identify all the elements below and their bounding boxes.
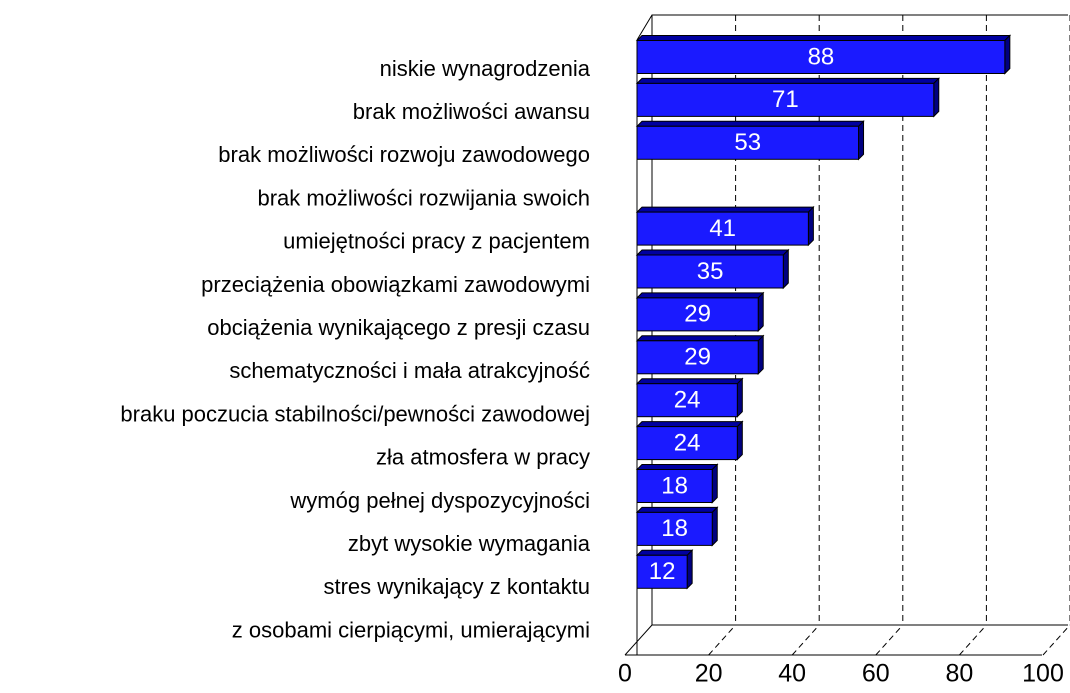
category-label: stres wynikający z kontaktu bbox=[323, 574, 590, 599]
bar bbox=[635, 34, 1012, 75]
bar-face bbox=[807, 205, 814, 247]
grid-line bbox=[1042, 624, 1070, 656]
value-label: 18 bbox=[661, 515, 688, 542]
category-label: zła atmosfera w pracy bbox=[376, 445, 590, 470]
bar-face bbox=[635, 249, 790, 256]
bar-face bbox=[711, 463, 718, 504]
bar bbox=[635, 549, 694, 590]
category-label: wymóg pełnej dyspozycyjności bbox=[289, 488, 590, 513]
category-label: brak możliwości rozwoju zawodowego bbox=[218, 142, 590, 167]
bar-face bbox=[635, 120, 865, 127]
bar-face bbox=[636, 125, 860, 160]
bar-face bbox=[858, 120, 865, 161]
bar bbox=[635, 205, 815, 247]
value-label: 53 bbox=[734, 129, 761, 156]
bar bbox=[635, 77, 940, 118]
bar-face bbox=[635, 464, 719, 470]
bar-face bbox=[635, 506, 719, 513]
bar-face bbox=[635, 549, 694, 556]
value-label: 24 bbox=[674, 387, 701, 414]
bar bbox=[635, 248, 790, 290]
category-label: z osobami cierpiącymi, umierającymi bbox=[232, 617, 590, 642]
bar-face bbox=[636, 554, 688, 589]
value-label: 71 bbox=[772, 86, 799, 113]
bar-face bbox=[1004, 34, 1011, 75]
bar-face bbox=[636, 426, 738, 461]
value-label: 24 bbox=[674, 429, 701, 456]
x-tick-label: 60 bbox=[862, 660, 890, 688]
bar-face bbox=[636, 254, 784, 289]
bar bbox=[635, 463, 719, 504]
category-label: brak możliwości rozwijania swoich bbox=[257, 185, 590, 210]
x-tick-label: 40 bbox=[778, 660, 806, 688]
bar-face bbox=[782, 248, 789, 290]
grid-line bbox=[875, 624, 904, 656]
value-label: 35 bbox=[697, 258, 724, 285]
category-label: przeciążenia obowiązkami zawodowymi bbox=[201, 272, 590, 297]
bar-face bbox=[636, 297, 759, 332]
category-label: braku poczucia stabilności/pewności zawo… bbox=[120, 401, 590, 426]
bar-face bbox=[711, 506, 718, 547]
bar-face bbox=[636, 82, 935, 117]
category-label: brak możliwości awansu bbox=[353, 99, 590, 124]
category-label: obciążenia wynikającego z presji czasu bbox=[207, 315, 590, 340]
bar bbox=[635, 120, 865, 161]
bar bbox=[635, 377, 744, 418]
value-label: 18 bbox=[661, 472, 688, 499]
floor-left bbox=[624, 624, 653, 656]
bar bbox=[635, 420, 744, 461]
value-label: 29 bbox=[684, 344, 711, 371]
value-label: 41 bbox=[709, 215, 736, 242]
x-tick-label: 100 bbox=[1022, 660, 1064, 688]
bar-face bbox=[736, 420, 743, 461]
bar-face bbox=[636, 340, 759, 375]
value-label: 12 bbox=[649, 558, 676, 585]
bar-face bbox=[636, 383, 738, 418]
bar bbox=[635, 334, 765, 376]
bar-face bbox=[636, 211, 809, 246]
category-label: schematyczności i mała atrakcyjność bbox=[229, 358, 590, 383]
bar-face bbox=[636, 469, 713, 503]
grid-line bbox=[959, 624, 987, 656]
value-label: 29 bbox=[684, 301, 711, 328]
x-tick-label: 80 bbox=[945, 660, 973, 688]
bar-face bbox=[636, 511, 713, 546]
bar-face bbox=[635, 206, 815, 213]
x-tick-label: 0 bbox=[618, 660, 632, 688]
bar-face bbox=[757, 334, 764, 376]
grid-line bbox=[708, 624, 736, 656]
value-label: 88 bbox=[808, 43, 835, 70]
bar-face bbox=[635, 292, 765, 299]
bar-face bbox=[736, 377, 743, 418]
x-tick-label: 20 bbox=[695, 660, 723, 688]
bar-face bbox=[686, 549, 693, 590]
bar-face bbox=[635, 421, 744, 428]
bar-face bbox=[635, 35, 1012, 41]
category-label: umiejętności pracy z pacjentem bbox=[283, 229, 590, 254]
bar bbox=[635, 291, 765, 333]
bar-face bbox=[635, 378, 744, 385]
bar-face bbox=[635, 77, 940, 84]
bar-face bbox=[757, 291, 764, 333]
bar-face bbox=[636, 40, 1006, 74]
category-label: niskie wynagrodzenia bbox=[380, 56, 591, 81]
bar bbox=[635, 506, 719, 547]
bar-face bbox=[635, 335, 765, 342]
category-label: zbyt wysokie wymagania bbox=[348, 531, 591, 556]
bar-face bbox=[933, 77, 940, 118]
grid-line bbox=[791, 624, 820, 656]
